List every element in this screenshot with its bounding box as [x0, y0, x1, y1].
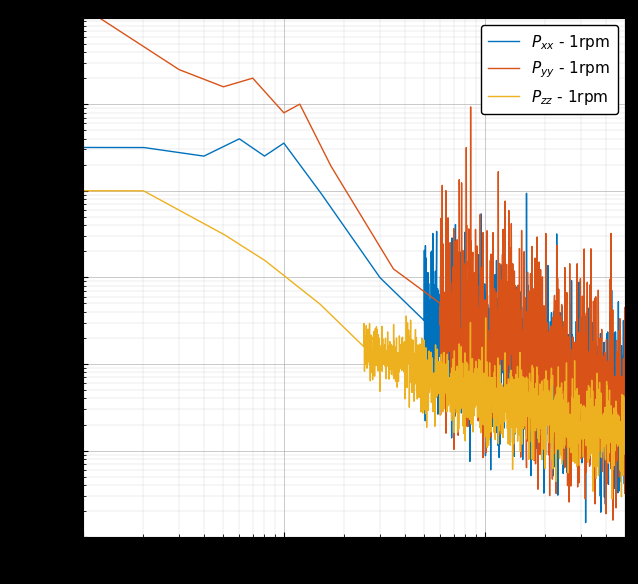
$P_{zz}$ - 1rpm [173, 206, 181, 213]
$P_{yy}$ - 1rpm [553, 490, 560, 497]
$P_{xx}$ - 1rpm [553, 332, 560, 339]
$P_{yy}$ - 1rpm [173, 65, 181, 72]
$P_{xx}$ - 1rpm [79, 144, 87, 151]
$P_{zz}$ - 1rpm [611, 430, 619, 437]
$P_{xx}$ - 1rpm [141, 144, 149, 151]
$P_{yy}$ - 1rpm [141, 44, 149, 51]
$P_{xx}$ - 1rpm [311, 181, 318, 188]
$P_{yy}$ - 1rpm [611, 373, 619, 380]
Line: $P_{zz}$ - 1rpm: $P_{zz}$ - 1rpm [83, 191, 625, 499]
$P_{xx}$ - 1rpm [235, 135, 243, 142]
$P_{yy}$ - 1rpm [311, 130, 318, 137]
$P_{yy}$ - 1rpm [609, 517, 617, 524]
$P_{xx}$ - 1rpm [611, 363, 619, 370]
$P_{zz}$ - 1rpm [79, 187, 87, 194]
$P_{zz}$ - 1rpm [141, 188, 149, 195]
$P_{zz}$ - 1rpm [287, 277, 295, 284]
$P_{yy}$ - 1rpm [621, 409, 629, 416]
$P_{zz}$ - 1rpm [608, 495, 616, 502]
Legend: $P_{xx}$ - 1rpm, $P_{yy}$ - 1rpm, $P_{zz}$ - 1rpm: $P_{xx}$ - 1rpm, $P_{yy}$ - 1rpm, $P_{zz… [481, 25, 618, 114]
$P_{zz}$ - 1rpm [311, 296, 318, 303]
$P_{xx}$ - 1rpm [173, 149, 181, 156]
Line: $P_{xx}$ - 1rpm: $P_{xx}$ - 1rpm [83, 139, 625, 523]
$P_{xx}$ - 1rpm [287, 150, 295, 157]
$P_{zz}$ - 1rpm [621, 420, 629, 427]
$P_{yy}$ - 1rpm [287, 106, 295, 113]
$P_{xx}$ - 1rpm [621, 359, 629, 366]
$P_{zz}$ - 1rpm [553, 432, 560, 439]
$P_{xx}$ - 1rpm [582, 519, 590, 526]
$P_{yy}$ - 1rpm [79, 14, 87, 21]
Line: $P_{yy}$ - 1rpm: $P_{yy}$ - 1rpm [83, 18, 625, 520]
